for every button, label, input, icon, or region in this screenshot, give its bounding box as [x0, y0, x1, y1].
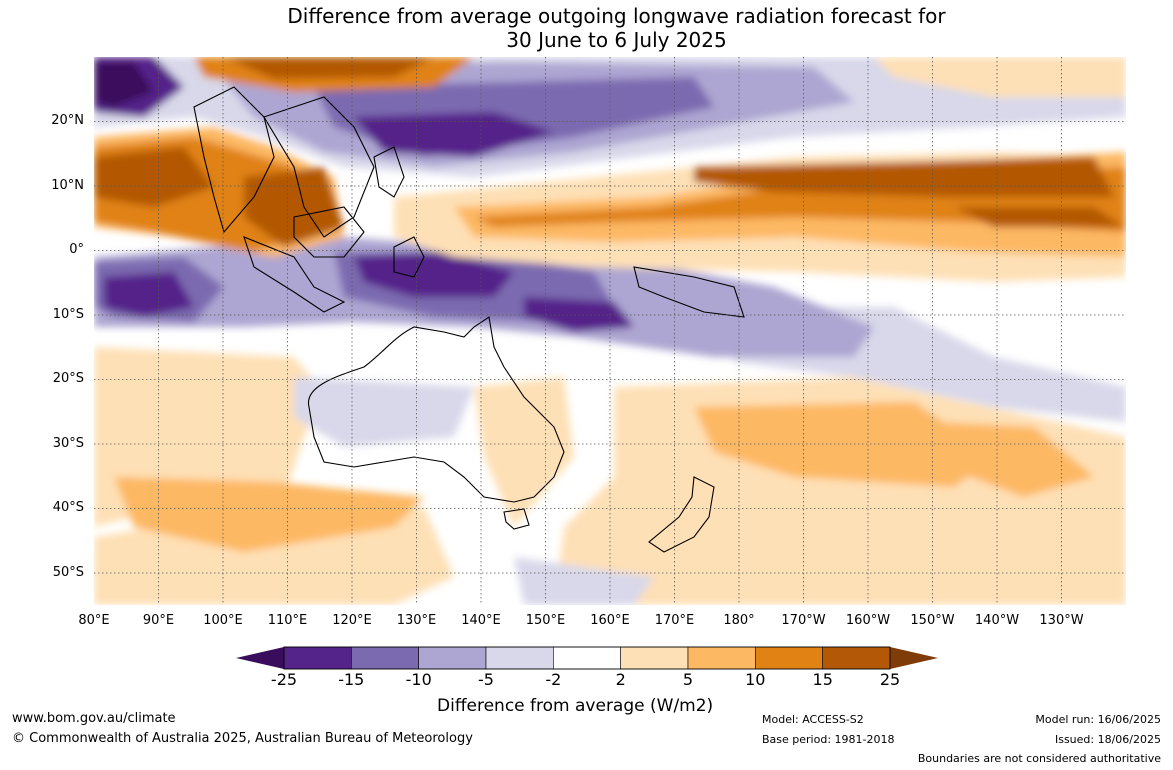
- colorbar-label-minus-5: -5: [478, 670, 494, 689]
- colorbar-cell: [620, 646, 689, 670]
- india-outline: [193, 86, 275, 234]
- lon-label-150e: 150°E: [525, 613, 566, 628]
- lon-label-130e: 130°E: [396, 613, 437, 628]
- colorbar-label-10: 10: [745, 670, 766, 689]
- lon-label-90e: 90°E: [142, 613, 175, 628]
- footer-disclaimer: Boundaries are not considered authoritat…: [917, 752, 1161, 765]
- indochina-outline: [263, 96, 375, 238]
- lon-label-130w: 130°W: [1039, 613, 1084, 628]
- colorbar-cell: [418, 646, 487, 670]
- lon-label-120e: 120°E: [332, 613, 372, 628]
- colorbar-cell: [283, 646, 352, 670]
- colorbar-label-2: 2: [615, 670, 626, 689]
- footer-url[interactable]: www.bom.gov.au/climate: [12, 711, 176, 726]
- colorbar-title: Difference from average (W/m2): [437, 696, 714, 716]
- lon-label-170w: 170°W: [781, 613, 826, 628]
- lon-label-170e: 170°E: [654, 613, 695, 628]
- colorbar-cell: [687, 646, 756, 670]
- title-line-1: Difference from average outgoing longwav…: [287, 4, 946, 28]
- sulawesi-outline: [393, 236, 425, 278]
- new-zealand-outline: [648, 476, 715, 553]
- colorbar-label-25: 25: [879, 670, 901, 689]
- colorbar-label-15: 15: [812, 670, 833, 689]
- lat-label-20s: 20°S: [52, 371, 84, 386]
- philippines-outline: [373, 146, 405, 198]
- lon-label-160e: 160°E: [590, 613, 630, 628]
- title-line-2: 30 June to 6 July 2025: [506, 28, 727, 52]
- colorbar-label-5: 5: [682, 670, 694, 689]
- lat-label-10s: 10°S: [52, 307, 84, 322]
- borneo-outline: [293, 206, 365, 258]
- new-guinea-outline: [633, 266, 745, 318]
- colorbar-arrow-right: [890, 647, 938, 669]
- footer-issued: Issued: 18/06/2025: [1054, 733, 1161, 746]
- colorbar: [236, 645, 938, 671]
- map-title: Difference from average outgoing longwav…: [0, 4, 1173, 52]
- colorbar-arrow-left: [236, 647, 284, 669]
- lat-label-50s: 50°S: [52, 565, 84, 580]
- map-canvas: [94, 57, 1126, 605]
- colorbar-cell: [822, 646, 891, 670]
- australia-outline: [307, 316, 565, 503]
- colorbar-cell: [351, 646, 419, 670]
- anomaly-shading: [94, 57, 1126, 605]
- lon-label-150w: 150°W: [910, 613, 955, 628]
- colorbar-label-minus-25: -25: [270, 670, 298, 689]
- colorbar-label-minus-2: -2: [545, 670, 562, 689]
- colorbar-cell: [485, 646, 554, 670]
- lat-label-10n: 10°N: [51, 178, 84, 193]
- colorbar-cell: [553, 646, 621, 670]
- lon-label-110e: 110°E: [267, 613, 308, 628]
- tasmania-outline: [503, 508, 530, 530]
- lon-label-140e: 140°E: [461, 613, 501, 628]
- colorbar-cells: [283, 646, 891, 670]
- footer-model-run: Model run: 16/06/2025: [1035, 713, 1161, 726]
- graticule: [94, 57, 1126, 605]
- lat-label-40s: 40°S: [52, 500, 84, 515]
- footer-copyright: © Commonwealth of Australia 2025, Austra…: [12, 731, 473, 746]
- footer-base-period: Base period: 1981-2018: [762, 733, 895, 746]
- lat-label-0: 0°: [69, 242, 84, 257]
- lat-label-20n: 20°N: [51, 113, 84, 128]
- lon-label-160w: 160°W: [845, 613, 891, 628]
- lon-label-80e: 80°E: [78, 613, 110, 628]
- lon-label-100e: 100°E: [203, 613, 243, 628]
- colorbar-label-minus-15: -15: [338, 670, 365, 689]
- colorbar-cell: [755, 646, 823, 670]
- sumatra-outline: [243, 236, 346, 313]
- colorbar-label-minus-10: -10: [405, 670, 432, 689]
- lon-label-140w: 140°W: [974, 613, 1020, 628]
- colorbar-graphic: [236, 646, 938, 670]
- lon-label-180: 180°: [723, 613, 755, 628]
- olr-anomaly-map: [94, 57, 1126, 605]
- coastlines: [193, 86, 745, 553]
- lat-label-30s: 30°S: [52, 436, 84, 451]
- footer-model: Model: ACCESS-S2: [762, 713, 864, 726]
